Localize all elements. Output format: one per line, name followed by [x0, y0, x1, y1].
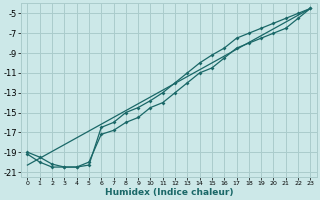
- X-axis label: Humidex (Indice chaleur): Humidex (Indice chaleur): [105, 188, 233, 197]
